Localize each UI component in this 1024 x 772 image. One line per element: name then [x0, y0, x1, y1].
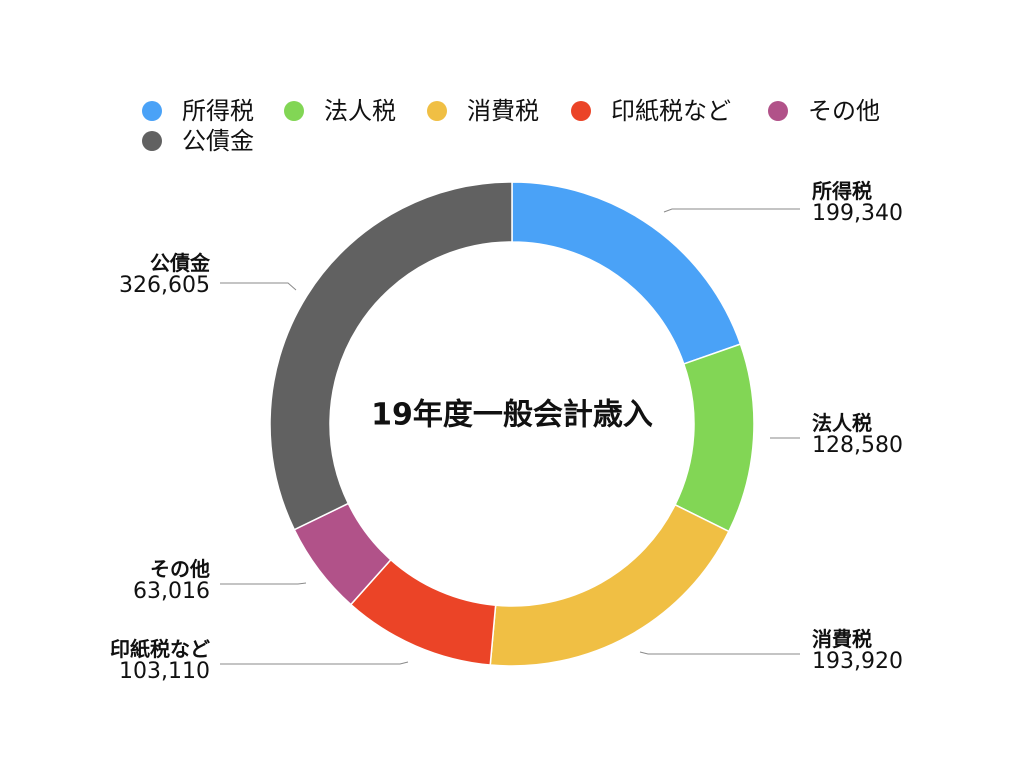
slice-label: 所得税 — [812, 179, 872, 203]
callout-line — [220, 661, 409, 665]
legend-swatch — [768, 101, 788, 121]
legend-label: 所得税 — [182, 97, 254, 125]
callout-line — [220, 282, 297, 291]
slice-value: 128,580 — [812, 433, 903, 458]
legend-label: 公債金 — [182, 127, 254, 155]
slice-value: 326,605 — [119, 273, 210, 298]
legend-swatch — [142, 131, 162, 151]
slice-value: 193,920 — [812, 649, 903, 674]
slice-label: 印紙税など — [110, 637, 210, 661]
legend-label: 法人税 — [324, 97, 396, 125]
callout-line — [639, 651, 800, 655]
slice-value: 103,110 — [119, 659, 210, 684]
legend-swatch — [571, 101, 591, 121]
callout-line — [220, 582, 307, 585]
legend-label: 消費税 — [467, 97, 539, 125]
legend-swatch — [284, 101, 304, 121]
slice-label: 消費税 — [812, 627, 872, 651]
donut-slice — [674, 343, 755, 533]
legend-swatch — [142, 101, 162, 121]
donut-slice — [269, 181, 513, 531]
slice-label: その他 — [150, 557, 210, 581]
slice-value: 63,016 — [133, 579, 210, 604]
legend-swatch — [427, 101, 447, 121]
donut-slice — [489, 503, 730, 667]
legend-label: 印紙税など — [611, 97, 731, 125]
callout-line — [663, 208, 800, 213]
legend-label: その他 — [808, 97, 880, 125]
slice-value: 199,340 — [812, 201, 903, 226]
chart-title: 19年度一般会計歳入 — [371, 398, 653, 433]
slice-label: 公債金 — [150, 251, 211, 275]
slice-label: 法人税 — [812, 411, 872, 435]
donut-slices — [269, 181, 755, 667]
